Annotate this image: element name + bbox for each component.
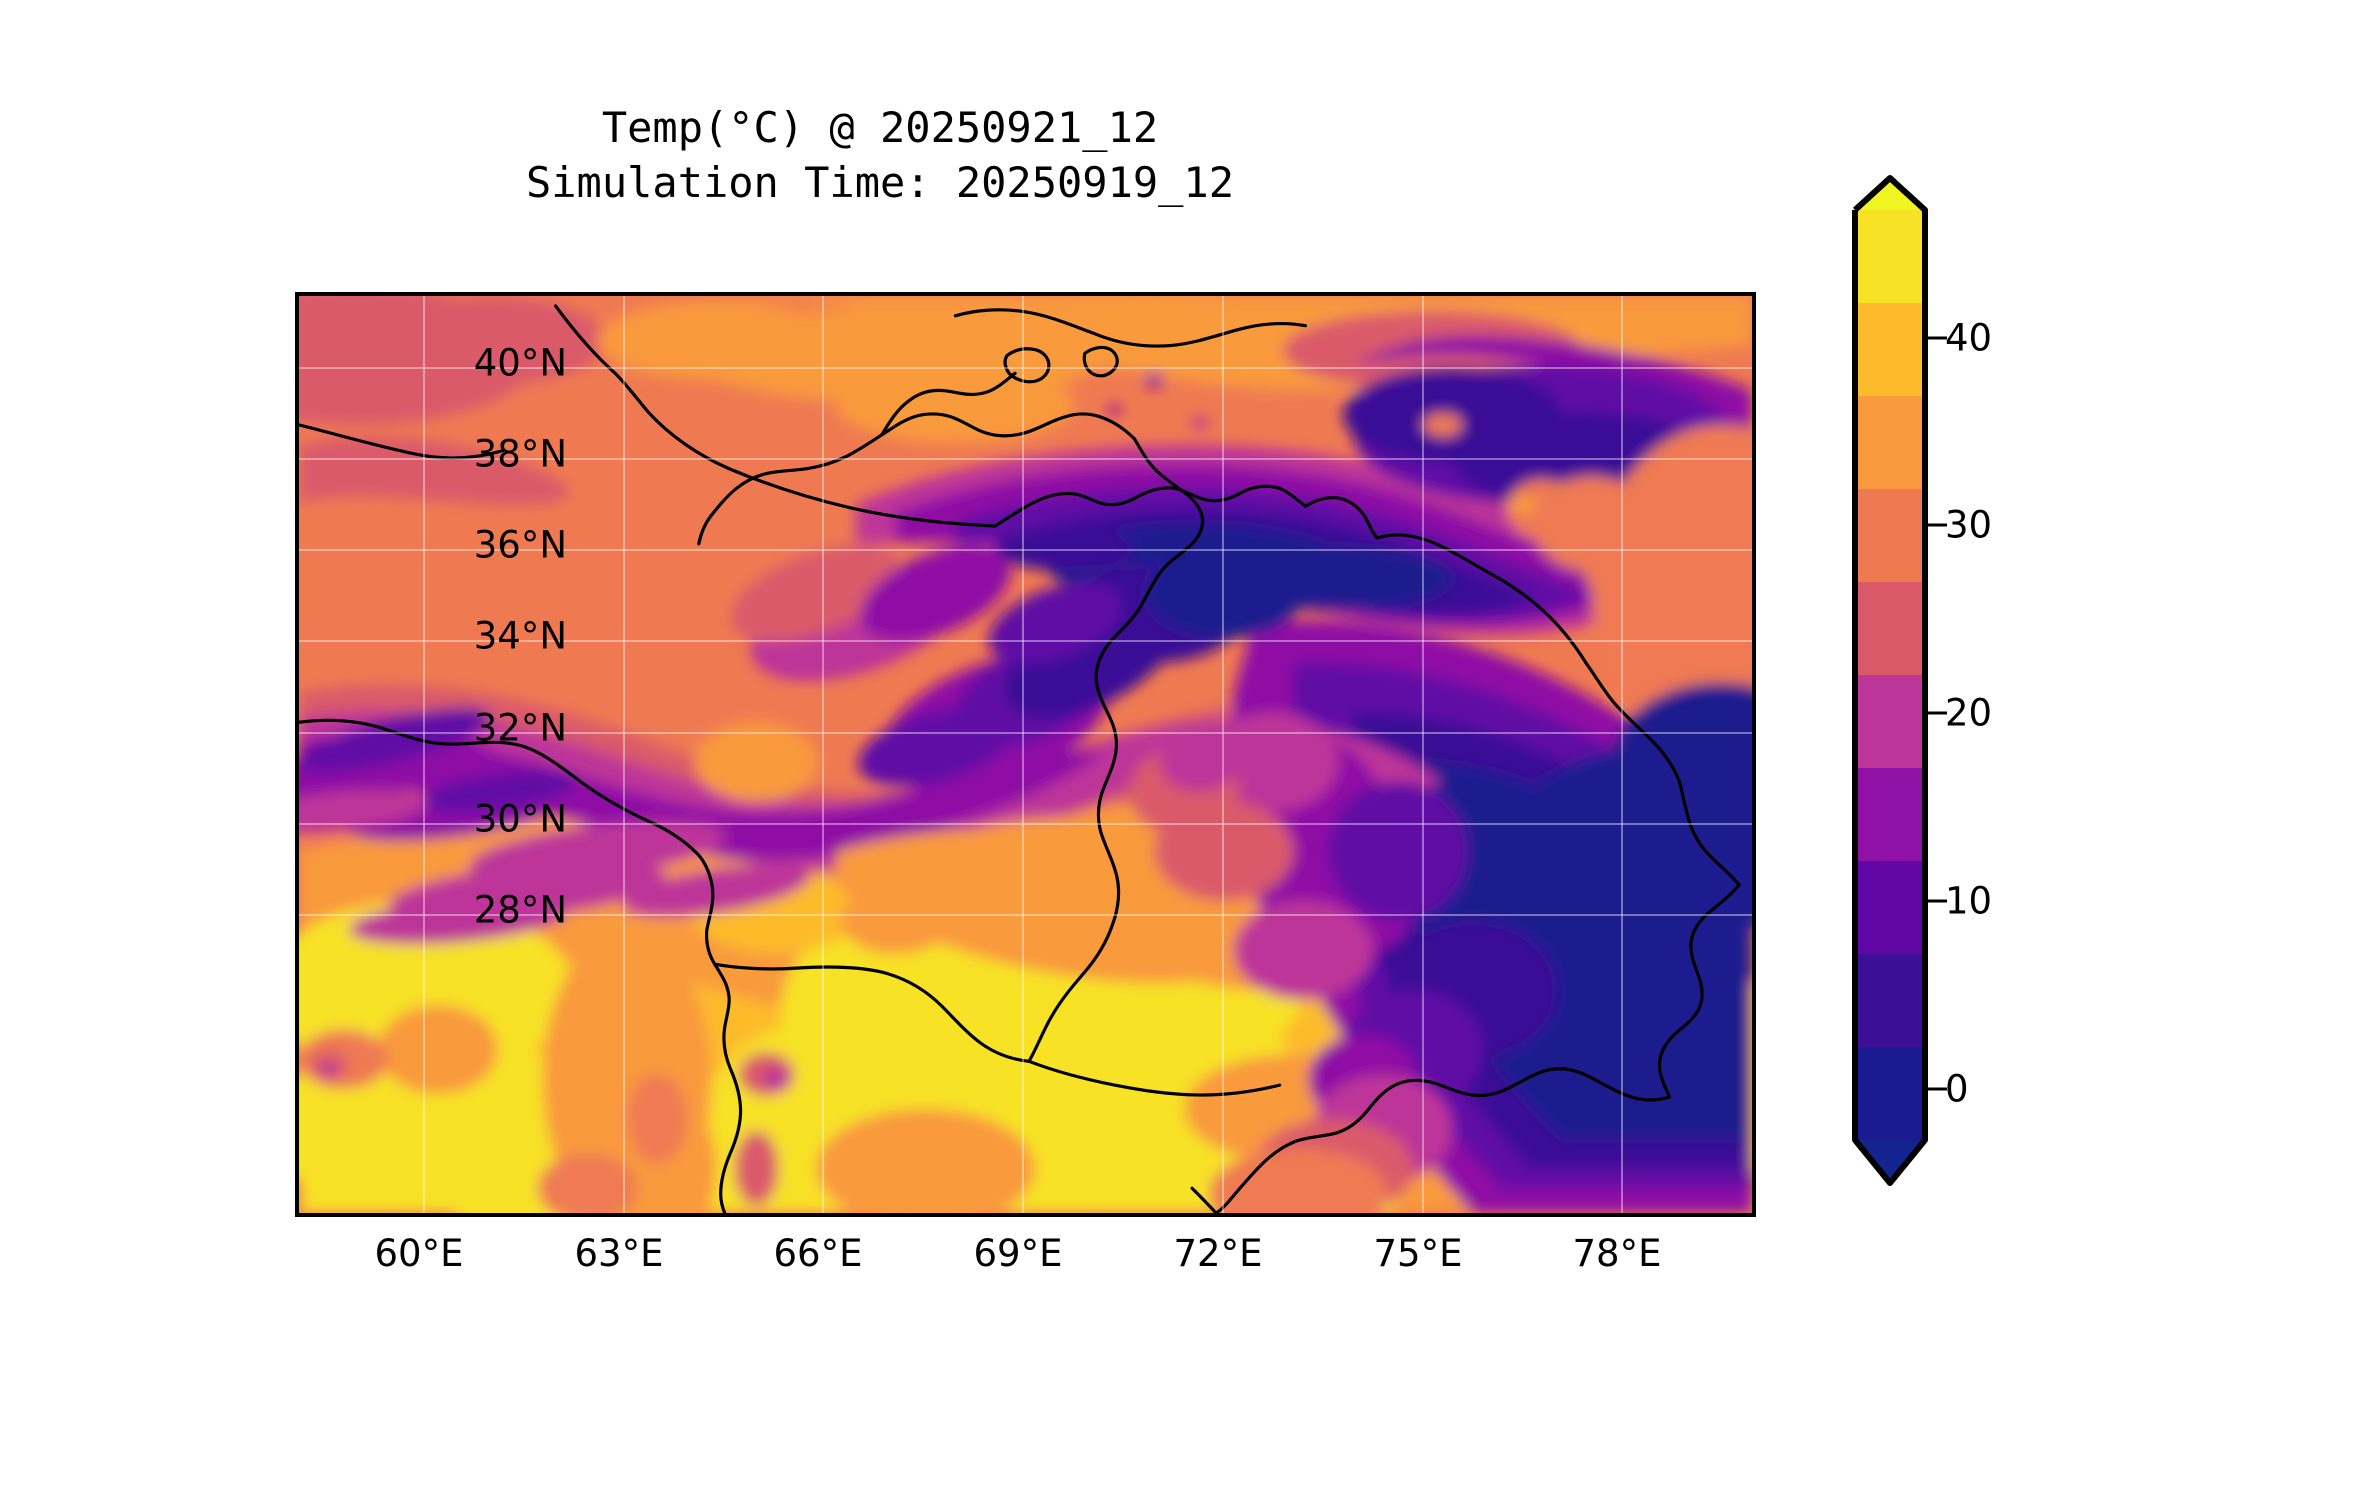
figure-title: Temp(°C) @ 20250921_12 Simulation Time: …: [0, 100, 1760, 211]
temperature-colorbar[interactable]: 40 30 20 10 0: [1852, 175, 1992, 1188]
ytick-label: 38°N: [473, 432, 567, 476]
xtick-label: 63°E: [574, 1232, 664, 1275]
colorbar-tick-label: 40: [1945, 316, 1993, 360]
xtick-label: 78°E: [1572, 1232, 1662, 1275]
title-simulation-time: Simulation Time: 20250919_12: [525, 158, 1234, 208]
ytick-label: 40°N: [473, 341, 567, 385]
xtick-label: 66°E: [773, 1232, 863, 1275]
ytick-label: 36°N: [473, 523, 567, 567]
ytick-label: 28°N: [473, 888, 567, 932]
xtick-label: 60°E: [374, 1232, 464, 1275]
colorbar-tick-label: 30: [1945, 503, 1993, 547]
colorbar-tick-label: 0: [1945, 1067, 1969, 1111]
ytick-label: 32°N: [473, 706, 567, 750]
temperature-contour-field: [299, 296, 1752, 1213]
xtick-label: 75°E: [1373, 1232, 1463, 1275]
colorbar-tick-label: 20: [1945, 691, 1993, 735]
ytick-label: 30°N: [473, 797, 567, 841]
map-plot-area[interactable]: [295, 292, 1756, 1217]
colorbar-tick-label: 10: [1945, 879, 1993, 923]
colorbar-bands: [1855, 210, 1925, 1140]
title-primary: Temp(°C) @ 20250921_12: [601, 103, 1159, 152]
ytick-label: 34°N: [473, 614, 567, 658]
xtick-label: 72°E: [1173, 1232, 1263, 1275]
xtick-label: 69°E: [973, 1232, 1063, 1275]
